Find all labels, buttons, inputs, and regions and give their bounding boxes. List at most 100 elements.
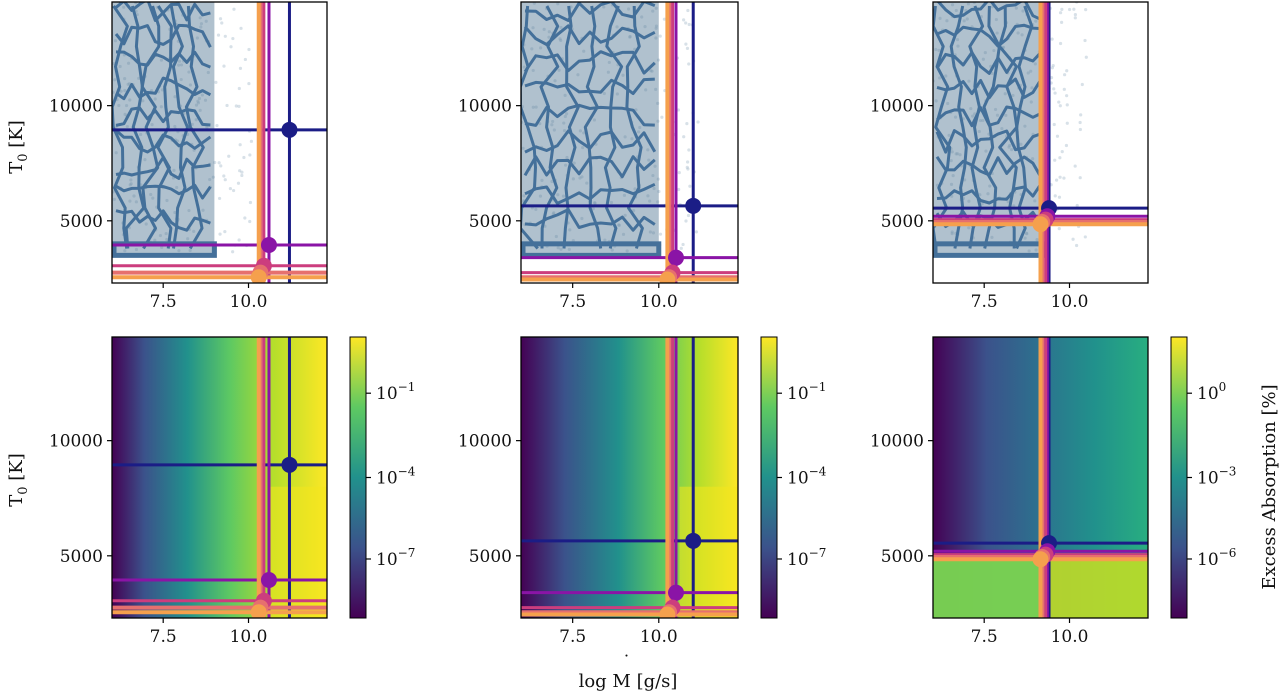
sample-point [552, 211, 556, 215]
sample-point [581, 145, 585, 150]
sample-point [177, 249, 181, 253]
heatmap-bright-region [268, 486, 327, 618]
sample-point [660, 115, 664, 119]
sample-point [559, 247, 563, 251]
sample-point [682, 135, 686, 139]
sample-point [677, 171, 681, 175]
sample-point [186, 237, 190, 241]
sample-point [248, 200, 253, 205]
sample-point [234, 104, 238, 108]
plot-area [112, 337, 327, 618]
y-tick-label: 5000 [469, 212, 512, 232]
sample-point [1062, 87, 1066, 91]
sample-point [1062, 176, 1066, 180]
sample-point [158, 233, 163, 238]
sample-point [559, 38, 563, 43]
sample-point [187, 70, 191, 74]
y-tick-label: 5000 [881, 212, 924, 232]
colorbar-tick-label: 10−3 [1197, 465, 1236, 489]
sample-point [967, 79, 971, 83]
sample-point [1078, 120, 1082, 125]
sample-point [218, 232, 222, 236]
sample-point [1057, 227, 1061, 231]
sample-point [682, 18, 686, 22]
sample-point [238, 143, 242, 147]
plot-area [521, 2, 738, 283]
sample-point [686, 167, 690, 171]
sample-point [177, 63, 181, 67]
fit-marker [1032, 551, 1049, 568]
sample-point [1063, 73, 1067, 77]
sample-point [684, 219, 688, 223]
colorbar [349, 336, 367, 619]
sample-point [955, 38, 960, 42]
sample-point [945, 19, 949, 23]
sample-point [950, 3, 955, 7]
sample-point [542, 27, 546, 31]
sample-point [153, 97, 157, 101]
colorbar-tick-label: 10−6 [1197, 546, 1236, 570]
sample-point [236, 181, 241, 185]
sample-point [129, 182, 133, 186]
colorbar [1170, 336, 1188, 619]
sample-point [123, 77, 127, 81]
sample-point [615, 25, 619, 29]
sample-point [227, 154, 231, 158]
x-axis-label: log M [g/s] [579, 671, 678, 692]
x-tick-label: 7.5 [971, 627, 998, 647]
sample-point [576, 73, 580, 77]
sample-point [1057, 100, 1061, 104]
sample-point [1003, 92, 1007, 96]
sample-point [654, 24, 659, 28]
sample-point [248, 219, 252, 224]
sample-point [1004, 113, 1008, 117]
sample-point [173, 95, 177, 99]
sample-point [1067, 7, 1072, 12]
y-tick-label: 10000 [870, 97, 924, 117]
x-tick-label: 10.0 [1051, 627, 1089, 647]
sample-point [242, 155, 246, 160]
sample-point [953, 115, 958, 119]
x-tick-label: 7.5 [559, 627, 586, 647]
sample-point [1011, 93, 1015, 98]
x-tick-label: 10.0 [230, 627, 268, 647]
density-contour [115, 50, 211, 69]
sample-point [950, 230, 954, 234]
sample-point [123, 112, 127, 116]
sample-point [628, 35, 632, 39]
sample-point [685, 165, 689, 170]
sample-point [149, 192, 153, 197]
sample-point [1007, 145, 1011, 149]
sample-point [139, 132, 143, 137]
sample-point [656, 119, 660, 123]
sample-point [685, 121, 689, 126]
colorbar-tick-label: 10−7 [376, 546, 415, 570]
colorbar [760, 336, 778, 619]
sample-point [977, 129, 981, 134]
sample-point [173, 124, 177, 129]
sample-point [141, 99, 145, 103]
sample-point [237, 104, 241, 108]
sample-point [656, 101, 660, 105]
sample-point [995, 31, 999, 35]
sample-point [956, 44, 960, 48]
density-contour [935, 129, 1043, 154]
sample-point [1027, 249, 1031, 253]
sample-point [195, 36, 199, 40]
sample-point [646, 194, 650, 198]
sample-point [563, 93, 567, 97]
sample-point [1023, 124, 1027, 128]
colorbar-tick-label: 10−7 [787, 546, 826, 570]
sample-point [216, 33, 221, 37]
y-tick-label: 5000 [60, 212, 103, 232]
sample-point [247, 81, 251, 86]
sample-point [687, 148, 691, 152]
axes-frame [520, 1, 739, 284]
sample-point [187, 208, 191, 213]
sample-point [1008, 143, 1012, 148]
sample-point [967, 199, 971, 203]
sample-point [995, 113, 1000, 117]
sample-point [231, 188, 236, 193]
sample-point [551, 119, 555, 124]
sample-point [164, 231, 168, 236]
